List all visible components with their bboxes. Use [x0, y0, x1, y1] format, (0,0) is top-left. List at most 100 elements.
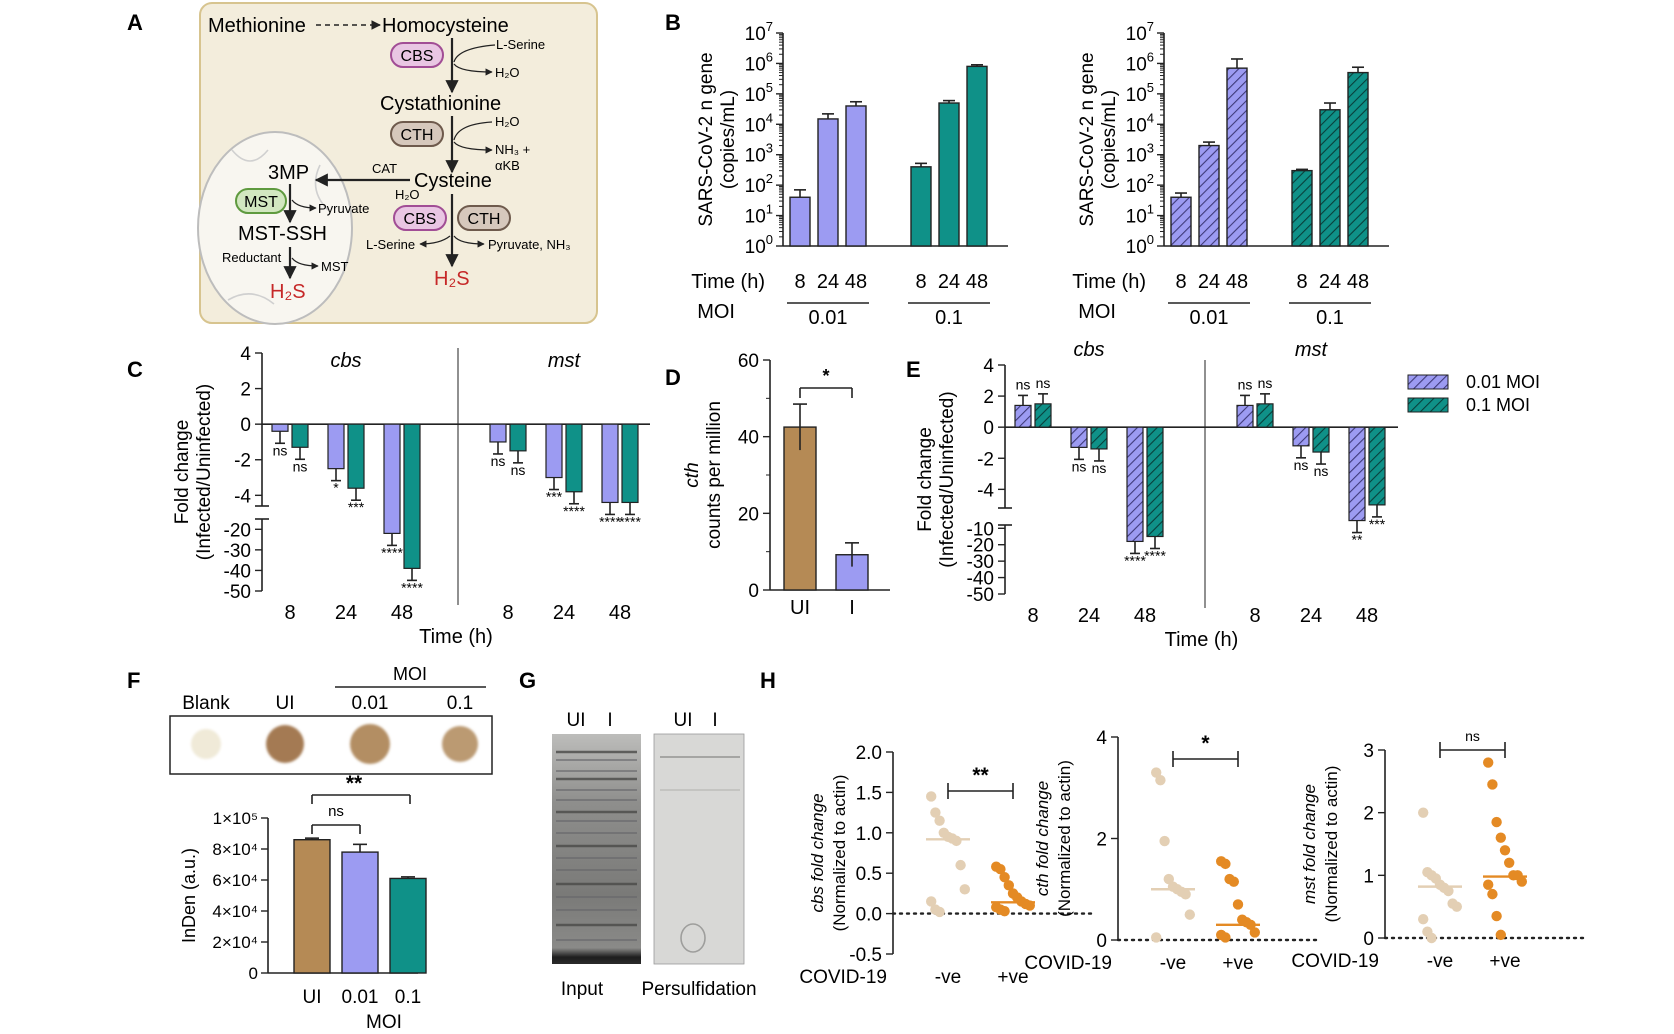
three-mp-label: 3MP [268, 162, 309, 184]
x-tick-label: 24 [553, 602, 575, 624]
significance-label: **** [1144, 548, 1166, 564]
bar [1034, 403, 1052, 428]
y-tick-label: -4 [234, 486, 251, 507]
mitochondrion-cristae [227, 149, 329, 305]
gel-lane-ui-input: UI [567, 710, 586, 731]
y-tick-label: 0 [1363, 929, 1374, 950]
bar [1070, 426, 1088, 448]
cat-label: CAT [372, 161, 397, 176]
y-tick-label: 104 [1126, 110, 1154, 136]
bar [1146, 426, 1164, 538]
covid-axis-label: COVID-19 [1291, 951, 1379, 972]
y-tick-label: 1.5 [856, 783, 882, 804]
significance-label: **** [599, 513, 621, 529]
data-point [951, 835, 962, 847]
bar [1348, 426, 1366, 522]
data-point [1249, 927, 1261, 938]
methionine-label: Methionine [208, 15, 306, 37]
y-tick-label: 60 [738, 351, 759, 372]
time-axis-label: Time (h) [1072, 271, 1146, 293]
y-tick-label: 2 [983, 387, 994, 408]
x-tick-label: -ve [1427, 951, 1453, 972]
bar [383, 423, 401, 534]
panel-label-f: F [127, 668, 140, 693]
y-tick-label: 2.0 [856, 743, 882, 764]
data-point [1487, 779, 1498, 790]
y-tick-label: 20 [738, 504, 759, 525]
bar [1256, 403, 1274, 428]
significance-label: ns [511, 462, 526, 478]
x-tick-label: 48 [845, 271, 867, 293]
moi-group-label: 0.1 [935, 307, 963, 329]
y-tick-label: 106 [745, 49, 773, 75]
data-point [1516, 876, 1528, 887]
panel-label-c: C [127, 357, 143, 382]
significance-label: ns [1072, 458, 1087, 474]
x-tick-label: 48 [1347, 271, 1369, 293]
mst-release-label: MST [321, 259, 349, 274]
significance-label: **** [381, 544, 403, 560]
bar [509, 423, 527, 452]
bar [845, 105, 867, 247]
gel-input-bands [556, 750, 637, 941]
x-tick-label: UI [303, 987, 322, 1008]
blot-lane-blank: Blank [182, 693, 230, 714]
x-tick-label: -ve [1160, 953, 1186, 974]
panel-label-a: A [127, 10, 143, 35]
x-tick-label: 24 [335, 602, 357, 624]
significance-label: **** [1124, 552, 1146, 568]
homocysteine-label: Homocysteine [382, 15, 509, 37]
data-point [926, 791, 937, 802]
y-tick-label: 4 [1096, 728, 1107, 749]
data-point [1426, 932, 1437, 944]
significance-label: ** [346, 772, 363, 795]
significance-label: ** [972, 764, 989, 787]
legend-label-01: 0.1 MOI [1466, 395, 1530, 415]
bar [938, 102, 960, 247]
significance-label: * [1201, 732, 1210, 755]
x-tick-label: 24 [817, 271, 839, 293]
x-axis-label: MOI [366, 1012, 402, 1033]
data-point [1443, 885, 1454, 897]
bar [545, 423, 563, 479]
x-tick-label: 24 [1078, 605, 1100, 627]
gel-lane-i-input: I [607, 710, 612, 731]
mst-ssh-label: MST-SSH [238, 223, 327, 245]
y-tick-label: -40 [967, 569, 994, 590]
data-point [926, 896, 937, 907]
nh3-out-arrow [453, 141, 493, 154]
x-axis-label: Time (h) [1165, 629, 1239, 651]
y-tick-label: -50 [224, 582, 251, 603]
y-tick-label: -20 [967, 536, 994, 557]
y-axis-label-norm: (Normalized to actin) [830, 775, 849, 932]
y-tick-label: 103 [745, 141, 773, 167]
y-tick-label: 2×10⁴ [212, 933, 258, 952]
y-tick-label: 4×10⁴ [212, 902, 258, 921]
data-point [930, 807, 941, 818]
data-point [1228, 876, 1240, 887]
data-point [955, 859, 966, 871]
blot-moi-header: MOI [393, 664, 427, 684]
significance-label: ns [273, 442, 288, 458]
bar [403, 423, 421, 569]
data-point [1159, 835, 1170, 847]
time-axis-label: Time (h) [691, 271, 765, 293]
y-tick-label: 100 [745, 232, 773, 258]
data-point [1487, 888, 1498, 900]
significance-label: ns [1258, 375, 1273, 391]
bar [389, 877, 427, 974]
y-axis-label: counts per million [704, 401, 725, 549]
legend-e: 0.01 MOI 0.1 MOI [1407, 372, 1540, 415]
x-tick-label: 8 [284, 602, 295, 624]
bar [1226, 67, 1248, 247]
x-tick-label: 24 [938, 271, 960, 293]
bar [347, 423, 365, 489]
y-tick-label: 0.0 [856, 905, 882, 926]
moi-group-label: 0.01 [809, 307, 848, 329]
pyruvate-nh3-label: Pyruvate, NH₃ [488, 237, 571, 252]
y-axis-label-units: (copies/mL) [1099, 90, 1120, 189]
data-point [1232, 899, 1244, 910]
bar [1347, 71, 1369, 247]
y-tick-label: 6×10⁴ [212, 871, 258, 890]
significance-label: * [822, 366, 829, 386]
